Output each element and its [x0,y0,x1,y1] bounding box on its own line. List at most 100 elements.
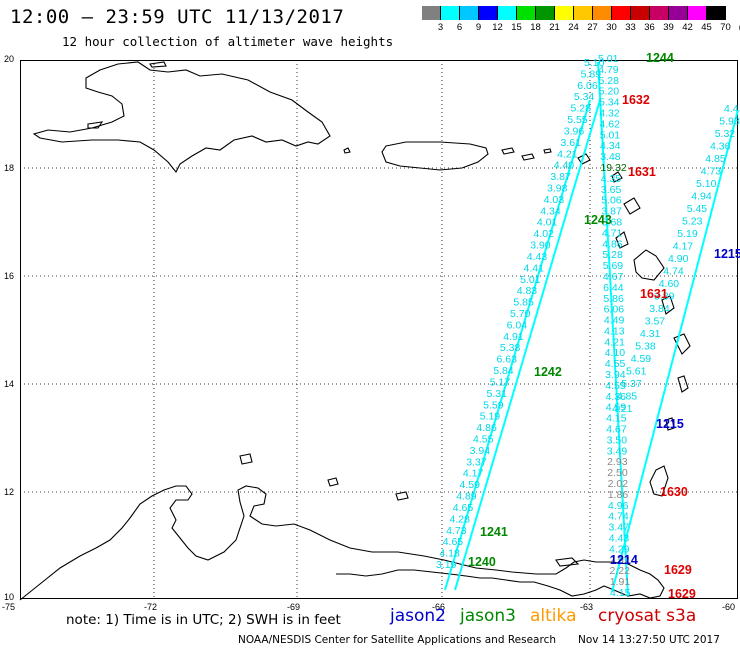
track-left-b [454,99,601,591]
swh-value: 4.59 [631,353,652,365]
swh-value: 5.19 [480,411,501,423]
swh-value: 3.61 [561,137,582,149]
swh-value: 3.68 [602,217,623,229]
swh-value: 4.55 [605,358,626,370]
swh-value: 3.90 [530,240,551,252]
note-text: note: 1) Time is in UTC; 2) SWH is in fe… [66,612,341,628]
swh-value: 3.49 [607,445,628,457]
pass-time-label: 1241 [480,525,508,539]
color-scale-label: 70 [720,22,731,33]
swh-value: 3.84 [649,303,670,315]
swh-value: 4.02 [534,228,555,240]
coast-guadeloupe [633,249,665,281]
swh-value: 4.4 [724,103,739,115]
pass-time-label: 1629 [664,563,692,577]
swh-value: 5.06 [601,195,622,207]
color-scale-label: 18 [530,22,541,33]
color-scale-label: 21 [549,22,560,33]
color-scale-swatch [707,6,726,20]
swh-value: 1.91 [610,576,631,588]
swh-value: 3.96 [564,126,585,138]
swh-value: 4.67 [606,424,627,436]
swh-value: 4.55 [473,434,494,446]
swh-value: 3.47 [609,522,630,534]
swh-value: 6.44 [603,282,624,294]
swh-value: 4.15 [610,587,631,599]
color-scale-swatch [479,6,498,20]
swh-value: 4.65 [453,502,474,514]
swh-value: 5.38 [635,341,656,353]
swh-value: 19.32 [600,162,626,174]
swh-value: 4.85 [617,391,638,403]
page-subtitle: 12 hour collection of altimeter wave hei… [62,34,394,49]
color-scale-label: 24 [568,22,579,33]
swh-value: 5.01 [520,274,541,286]
swh-value: 4.28 [450,513,471,525]
swh-value: 6.63 [497,354,518,366]
swh-value: 4.03 [544,194,565,206]
swh-value: 4.96 [608,500,629,512]
swh-value: 5.32 [715,128,736,140]
swh-value: 1.86 [608,489,629,501]
swh-value: 4.34 [600,140,621,152]
lat-label-12: 12 [4,487,15,497]
coast-dominica [661,295,675,315]
color-scale-swatch [669,6,688,20]
swh-value: 4.32 [599,108,620,120]
swh-value: 3.50 [607,434,628,446]
swh-value: 4.17 [673,241,694,253]
swh-value: 4.35 [601,173,622,185]
swh-value: 3.65 [601,184,622,196]
swh-value: 4.74 [608,511,629,523]
swh-value: 5.28 [602,249,623,261]
pass-time-label: 1214 [610,553,638,567]
lat-label-14: 14 [4,379,15,389]
color-scale-swatch [498,6,517,20]
swh-value: 5.59 [483,399,504,411]
swh-value: 3.98 [547,183,568,195]
swh-value: 5.23 [682,216,703,228]
swh-value: 6.06 [604,304,625,316]
color-scale-label: 3 [437,22,444,33]
color-scale-swatch [612,6,631,20]
pass-time-label: 1629 [668,587,696,601]
swh-value: 3.57 [645,316,666,328]
swh-value: 5.86 [603,293,624,305]
swh-value: 5.28 [599,75,620,87]
swh-value: 4.60 [659,278,680,290]
swh-value: 5.93 [719,116,740,128]
color-scale-swatch [574,6,593,20]
legend-cryosat-s3a: cryosat s3a [598,606,697,626]
swh-value: 4.90 [668,253,689,265]
swh-value: 2.50 [607,467,628,479]
swh-value: 4.21 [557,148,578,160]
swh-value: 4.67 [603,271,624,283]
color-scale-label: 12 [492,22,503,33]
color-scale-label: 36 [644,22,655,33]
swh-value: 5.34 [599,97,620,109]
swh-value: 4.21 [604,336,625,348]
swh-value: 4.85 [705,153,726,165]
swh-value: 4.43 [527,251,548,263]
pass-time-label: 1244 [646,51,674,65]
swh-value: 5.70 [510,308,531,320]
coast-leeward-2 [611,171,641,249]
coast-tortuga [149,61,167,68]
lat-label-18: 18 [4,163,15,173]
color-scale-swatch [631,6,650,20]
swh-value: 5.69 [603,260,624,272]
swh-value: 5.84 [493,365,514,377]
swh-value: 4.18 [439,548,460,560]
swh-value: 4.62 [600,118,621,130]
track-value-labels: 5.105.896.065.345.285.553.963.614.214.40… [436,53,740,599]
coast-venezuela [19,485,665,601]
swh-value: 5.45 [687,203,708,215]
color-scale-label: 30 [606,22,617,33]
swh-value: 4.59 [606,402,627,414]
legend-jason3: jason3 [460,606,516,626]
swh-value: 5.89 [581,68,602,80]
color-scale-swatch [650,6,669,20]
color-scale-swatch [688,6,707,20]
track-right [611,109,739,593]
